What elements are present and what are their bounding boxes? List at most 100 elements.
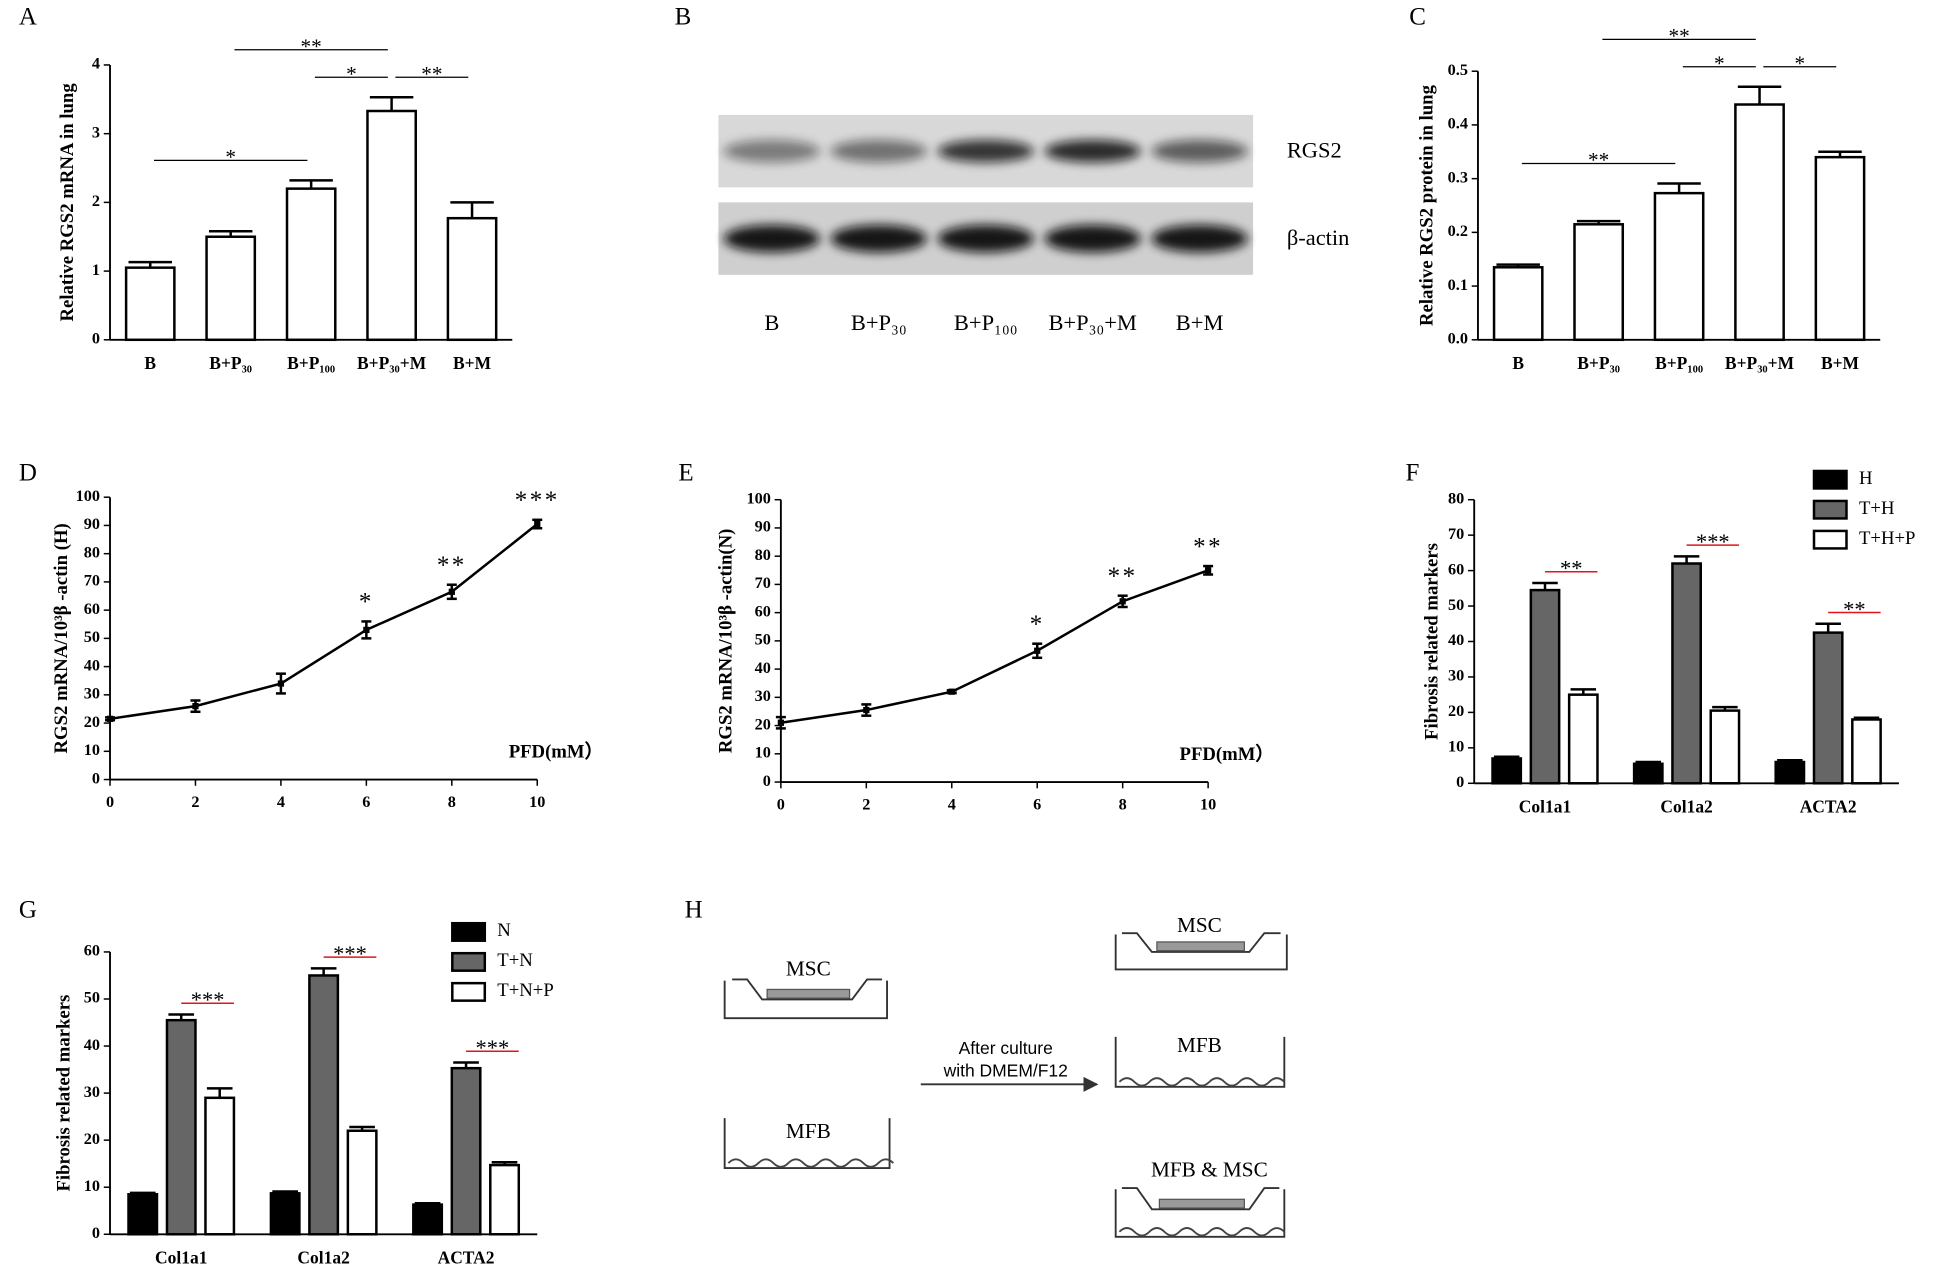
diagram-label: MSC [1177,913,1222,937]
diagram-label: MFB [786,1119,831,1143]
well [1114,1189,1286,1238]
blot-band [1151,224,1248,253]
y-tick-label: 0 [92,330,100,348]
band-label: β-actin [1287,225,1350,250]
diagram-label: MFB & MSC [1151,1158,1268,1182]
panel-label: B [675,3,692,30]
bar [1851,718,1882,785]
y-tick-label: 90 [84,515,100,533]
significance-label: ** [437,552,467,579]
bar [204,1096,236,1236]
x-tick-label: B+P₁₀₀ [1655,353,1703,373]
significance-label: * [346,62,357,86]
error-bar [1657,182,1701,194]
x-tick-label: 6 [1033,796,1041,814]
y-tick-label: 50 [1448,596,1464,614]
panel-label: H [685,897,703,924]
significance-label: *** [333,941,367,966]
x-tick-label: 4 [277,793,285,811]
significance-label: * [1030,611,1045,638]
blot-band [723,224,820,253]
error-bar [128,260,172,268]
y-tick-label: 70 [1448,525,1464,543]
significance-label: ** [421,62,442,86]
significance-label: * [225,145,236,169]
y-tick-label: 0.1 [1448,276,1468,294]
bar [1671,562,1702,785]
legend-label: T+N+P [497,980,553,1001]
panel-label: D [19,459,37,486]
y-tick-label: 0.2 [1448,222,1468,240]
cells [1118,1077,1285,1087]
blot-band [830,224,927,253]
x-tick-label: 10 [529,793,545,811]
y-tick-label: 20 [84,1130,100,1148]
bar [489,1163,521,1236]
bar [1734,103,1785,342]
significance-label: * [1794,51,1805,75]
well [1114,1036,1286,1088]
y-tick-label: 20 [84,713,100,731]
bar [308,974,340,1236]
bar [127,1193,159,1236]
error-bar [206,1087,233,1098]
cells [1158,1198,1245,1209]
x-tick-label: 10 [1200,796,1216,814]
x-tick-label: 8 [1119,796,1127,814]
y-tick-label: 90 [755,518,771,536]
y-tick-label: 60 [755,602,771,620]
error-bar [1737,85,1782,105]
bar [1709,709,1741,785]
error-bar [491,1161,518,1166]
bar [1491,757,1523,785]
legend-label: N [497,920,511,941]
significance-label: ** [1668,24,1689,48]
y-tick-label: 100 [76,487,100,505]
lane-label: B [764,310,779,335]
y-tick-label: 3 [92,123,100,141]
y-tick-label: 10 [755,744,771,762]
x-tick-label: 0 [777,796,785,814]
bar [446,216,498,342]
panel-label: E [678,459,693,486]
point [1204,567,1212,574]
point [534,520,541,528]
significance-label: *** [1696,529,1730,554]
x-tick-label: B+M [453,353,491,373]
y-tick-label: 70 [755,574,771,592]
blot-band [1044,139,1141,163]
band-label: RGS2 [1287,138,1342,163]
x-tick-label: 6 [362,793,370,811]
error-bar [1777,758,1803,763]
y-axis-label: RGS2 mRNA/10³β -actin(N) [715,529,736,753]
error-bar [1853,716,1880,720]
significance-label: *** [191,987,225,1012]
bar [1812,631,1844,785]
blot-band [1151,139,1248,163]
legend-swatch [451,951,487,972]
blot-band [830,139,927,163]
error-bar [1493,755,1520,759]
lane-label: B+P₁₀₀ [954,310,1018,335]
x-axis-label: PFD(mM） [1180,743,1275,765]
y-tick-label: 40 [1448,631,1464,649]
y-tick-label: 30 [84,1083,100,1101]
y-tick-label: 40 [84,656,100,674]
bar [412,1203,444,1236]
y-tick-label: 0 [92,1224,100,1242]
x-tick-label: ACTA2 [438,1247,495,1267]
y-tick-label: 4 [92,55,100,73]
point [863,706,870,714]
error-bar [1576,219,1621,225]
x-tick-label: 2 [191,793,199,811]
y-tick-label: 1 [92,261,100,279]
legend-swatch [451,921,487,942]
y-tick-label: 50 [755,631,771,649]
y-axis-label: Relative RGS2 protein in lung [1416,84,1437,326]
legend-swatch [1812,529,1848,550]
y-tick-label: 40 [755,659,771,677]
significance-label: ** [301,34,322,58]
x-tick-label: Col1a2 [297,1247,349,1267]
line [780,569,1209,724]
